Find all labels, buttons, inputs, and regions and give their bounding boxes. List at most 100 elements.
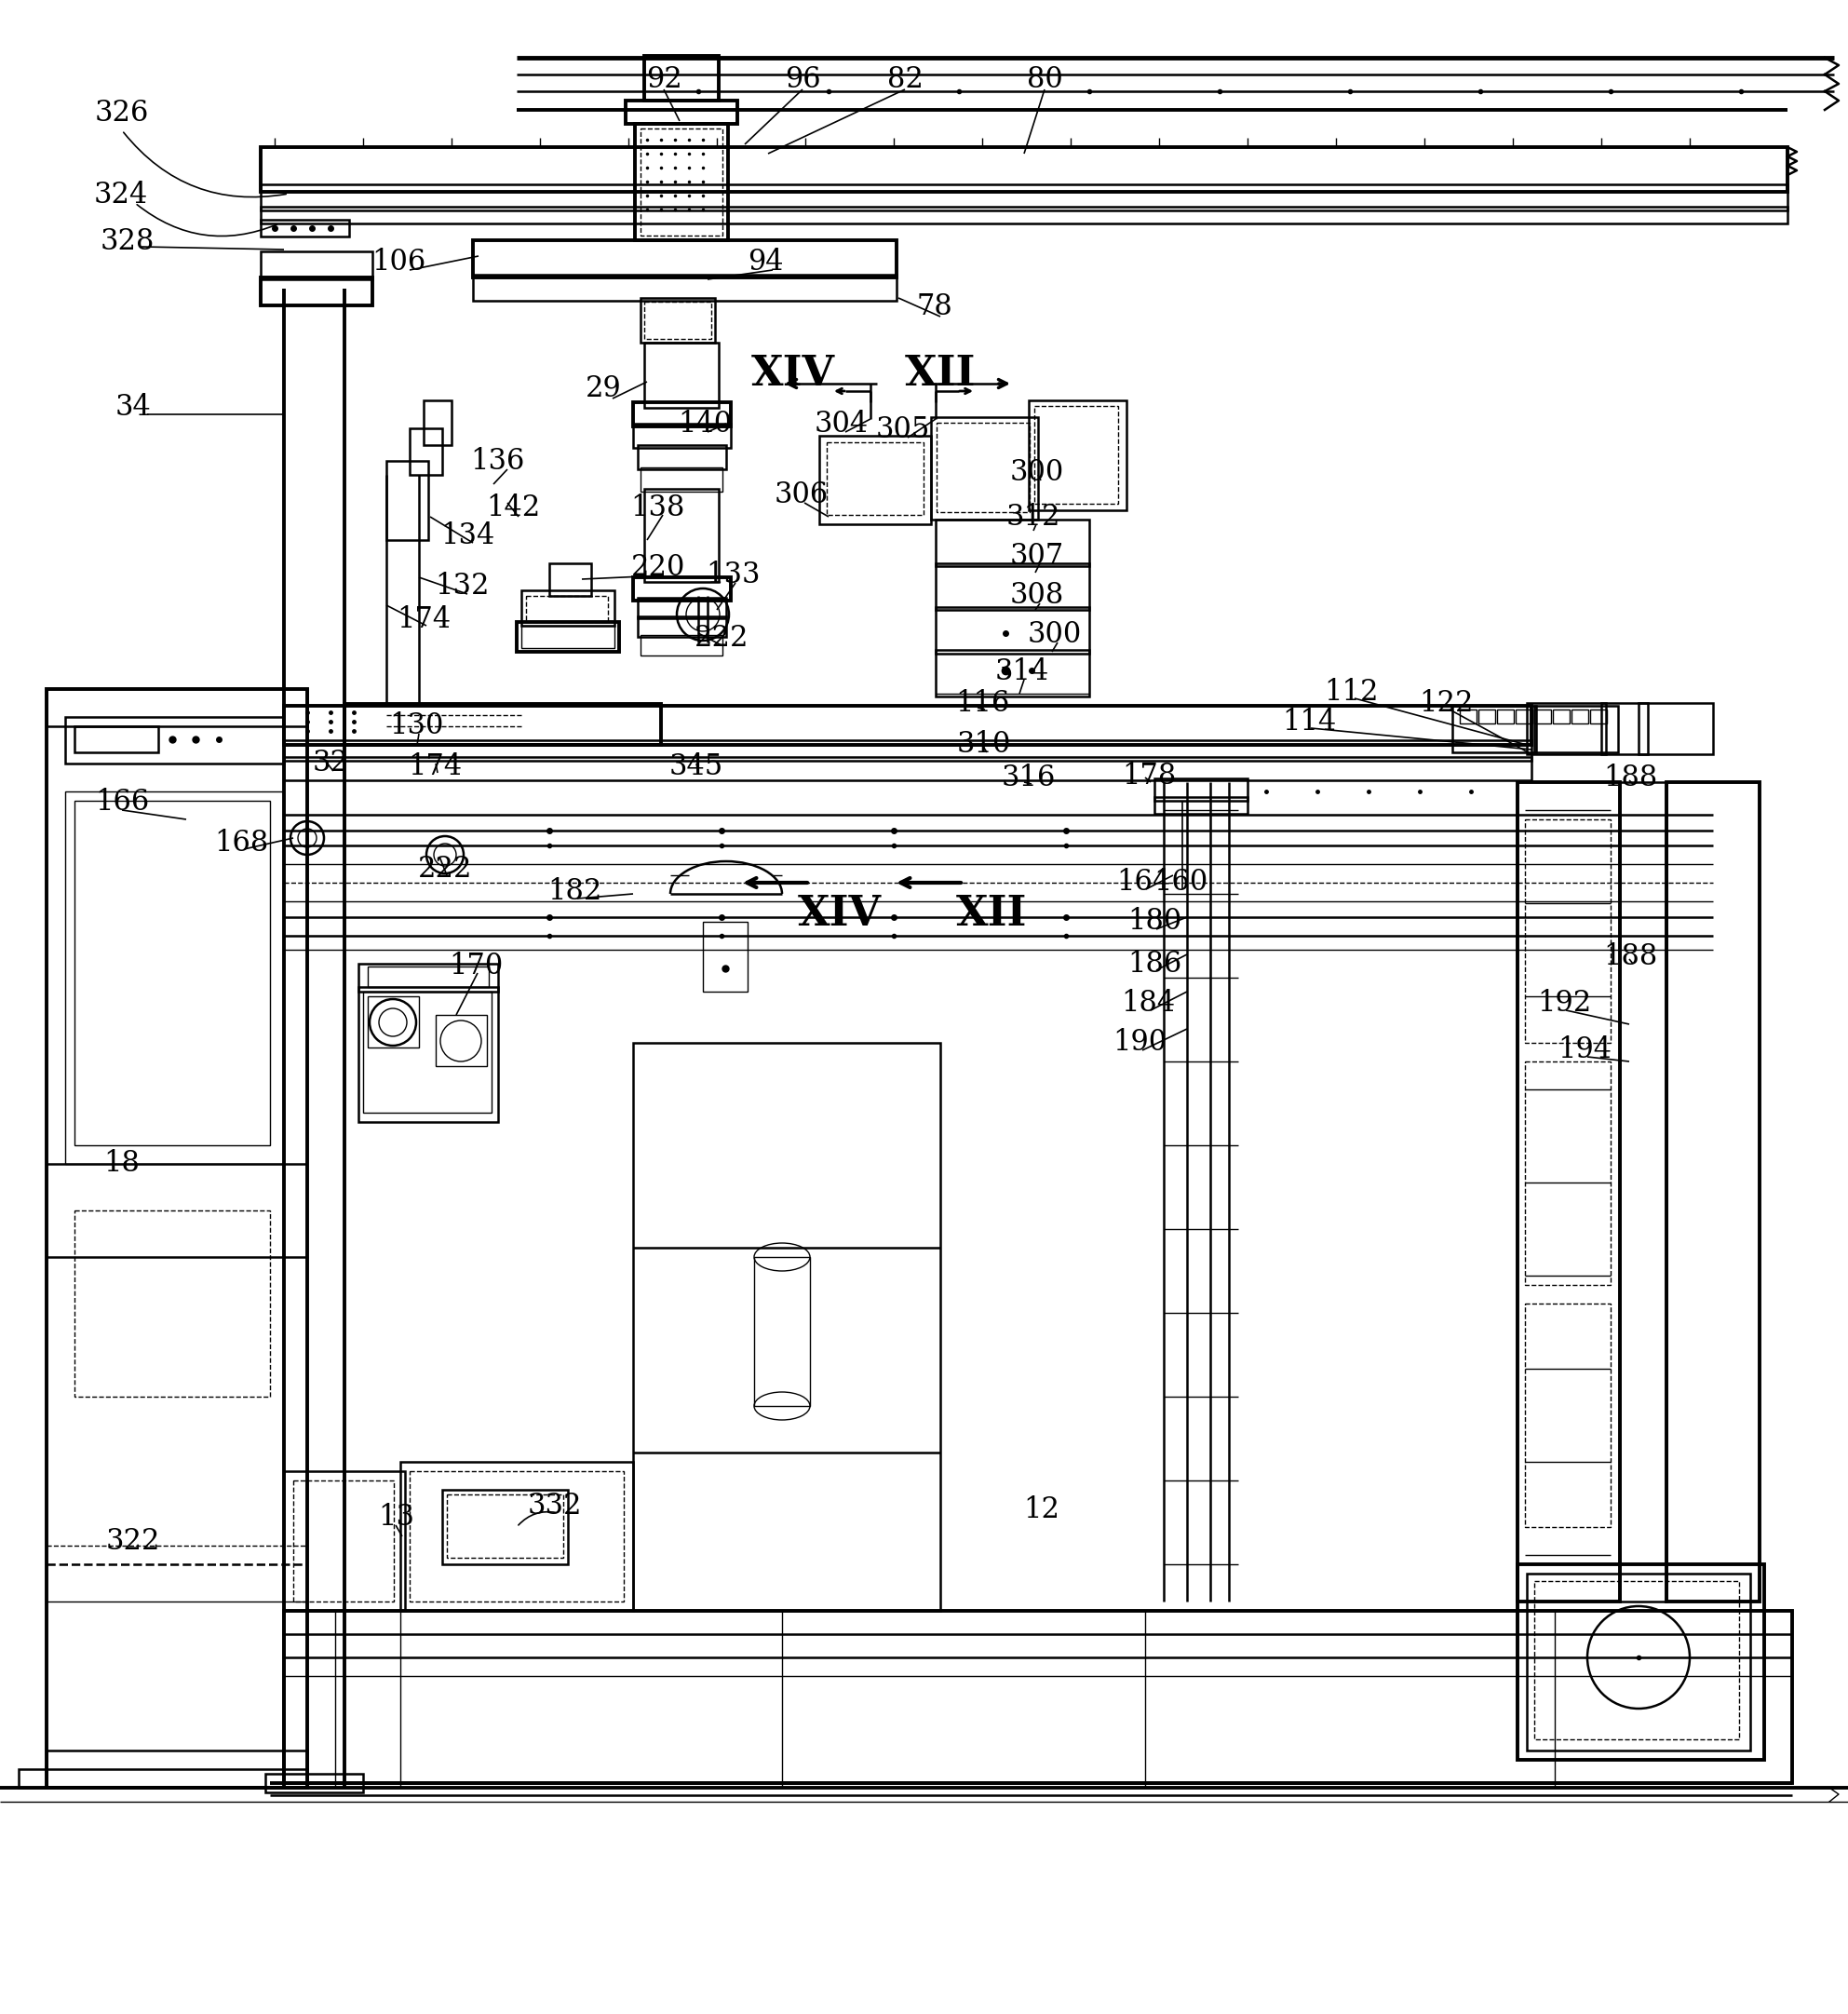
Bar: [261, 278, 373, 306]
Bar: [473, 274, 896, 300]
Bar: [1517, 781, 1621, 1601]
Bar: [937, 423, 1029, 512]
Bar: [1525, 1061, 1611, 1285]
Bar: [261, 147, 1787, 191]
Bar: [359, 965, 499, 991]
Bar: [65, 792, 285, 1164]
Text: 133: 133: [706, 562, 760, 590]
Bar: [261, 252, 373, 280]
Text: 316: 316: [1002, 763, 1055, 792]
Bar: [1497, 709, 1514, 723]
Text: XIV: XIV: [798, 894, 881, 932]
Text: 122: 122: [1419, 689, 1475, 717]
Bar: [626, 101, 737, 123]
Text: 312: 312: [1005, 501, 1061, 532]
Text: 106: 106: [371, 248, 425, 278]
Bar: [1525, 1303, 1611, 1527]
Text: 184: 184: [1122, 989, 1175, 1019]
Text: 82: 82: [887, 64, 922, 93]
Bar: [46, 689, 307, 727]
Bar: [65, 717, 285, 763]
Text: XII: XII: [906, 354, 976, 395]
Text: 13: 13: [379, 1502, 414, 1533]
Text: 188: 188: [1602, 943, 1658, 971]
Text: 308: 308: [1011, 582, 1064, 610]
Bar: [638, 445, 726, 469]
Bar: [261, 220, 349, 236]
Bar: [285, 757, 1532, 779]
Text: XIV: XIV: [752, 354, 835, 395]
Bar: [521, 626, 614, 649]
Bar: [362, 991, 492, 1112]
Bar: [1534, 705, 1619, 753]
Bar: [359, 987, 499, 1122]
Text: 80: 80: [1026, 64, 1063, 93]
Bar: [1589, 709, 1608, 723]
Text: 138: 138: [630, 493, 684, 522]
Bar: [1155, 798, 1247, 814]
Bar: [1517, 1565, 1765, 1760]
Bar: [935, 520, 1088, 566]
Text: XII: XII: [955, 894, 1027, 932]
Bar: [641, 467, 723, 491]
Text: 34: 34: [115, 393, 152, 421]
Text: 220: 220: [630, 554, 686, 582]
Bar: [1029, 401, 1127, 510]
Text: 300: 300: [1027, 620, 1081, 649]
Text: 168: 168: [214, 828, 268, 858]
Text: 300: 300: [1011, 459, 1064, 487]
Bar: [410, 429, 442, 475]
Text: 114: 114: [1283, 707, 1336, 735]
Text: 134: 134: [440, 522, 495, 550]
Bar: [636, 123, 728, 240]
Bar: [261, 207, 1787, 224]
Text: 305: 305: [876, 415, 930, 445]
Bar: [527, 596, 608, 622]
Bar: [410, 1470, 625, 1601]
Bar: [386, 461, 429, 540]
Text: 326: 326: [94, 99, 150, 129]
Bar: [46, 1750, 307, 1788]
Bar: [754, 1257, 809, 1406]
Bar: [826, 443, 924, 516]
Bar: [645, 56, 719, 101]
Text: 222: 222: [418, 854, 473, 884]
Text: 32: 32: [312, 749, 349, 777]
Bar: [1453, 705, 1536, 753]
Text: 192: 192: [1538, 989, 1591, 1019]
Bar: [261, 185, 1787, 209]
Bar: [645, 342, 719, 407]
Text: 324: 324: [94, 181, 148, 209]
Bar: [634, 1043, 941, 1611]
Bar: [521, 590, 614, 626]
Bar: [931, 417, 1039, 520]
Bar: [436, 1015, 486, 1065]
Bar: [1600, 703, 1648, 753]
Bar: [74, 727, 159, 753]
Bar: [344, 705, 662, 745]
Bar: [1552, 709, 1569, 723]
Bar: [447, 1494, 564, 1557]
Text: 174: 174: [408, 751, 462, 781]
Text: 222: 222: [695, 624, 748, 653]
Text: 306: 306: [774, 481, 828, 510]
Text: 12: 12: [1024, 1496, 1061, 1525]
Text: 112: 112: [1325, 677, 1379, 707]
Bar: [285, 1611, 1793, 1782]
Text: 174: 174: [397, 604, 451, 634]
Text: 130: 130: [388, 711, 444, 741]
Bar: [935, 606, 1088, 655]
Bar: [1534, 1581, 1739, 1740]
Bar: [442, 1490, 567, 1565]
Bar: [1460, 709, 1477, 723]
Text: 140: 140: [678, 409, 732, 439]
Text: 190: 190: [1112, 1029, 1166, 1057]
Text: 160: 160: [1153, 868, 1207, 896]
Text: 94: 94: [747, 248, 784, 278]
Bar: [1534, 709, 1550, 723]
Text: 18: 18: [103, 1150, 140, 1178]
Text: 96: 96: [785, 64, 821, 93]
Bar: [1639, 703, 1713, 753]
Text: 29: 29: [586, 375, 621, 403]
Bar: [368, 967, 488, 987]
